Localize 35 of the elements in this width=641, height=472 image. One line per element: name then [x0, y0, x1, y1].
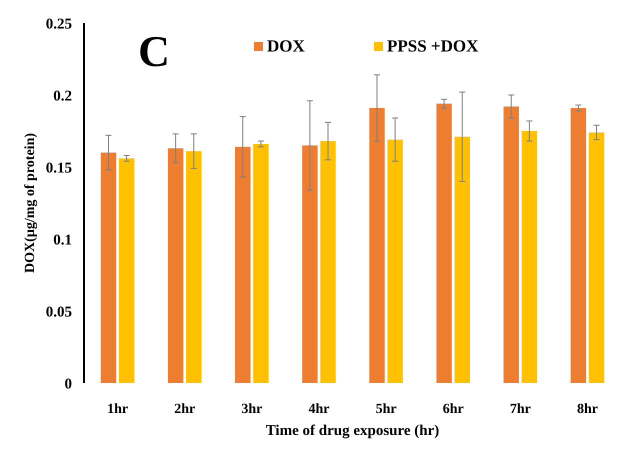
- bar: [118, 158, 134, 383]
- bar: [369, 108, 385, 383]
- legend-label: DOX: [267, 36, 306, 56]
- bar: [436, 104, 452, 383]
- bar: [302, 145, 318, 383]
- x-tick-label: 1hr: [107, 402, 128, 417]
- y-tick-label: 0.2: [53, 88, 72, 104]
- x-tick-label: 3hr: [241, 402, 262, 417]
- bar: [454, 136, 470, 383]
- bar: [320, 141, 336, 383]
- bar: [504, 106, 519, 383]
- bar: [235, 146, 250, 383]
- x-tick-label: 8hr: [576, 402, 598, 417]
- bar: [253, 144, 269, 383]
- bar: [168, 148, 184, 383]
- y-axis-title: DOX(µg/mg of protein): [23, 132, 38, 274]
- y-tick-label: 0.15: [46, 160, 72, 176]
- bar: [387, 140, 403, 383]
- bar: [186, 151, 202, 383]
- bar: [588, 132, 604, 383]
- y-tick-label: 0: [64, 376, 72, 392]
- chart-title: C: [138, 27, 170, 76]
- x-tick-label: 6hr: [442, 402, 464, 417]
- bar: [522, 131, 538, 383]
- legend-label: PPSS +DOX: [387, 36, 480, 56]
- bar: [100, 152, 116, 383]
- x-tick-label: 4hr: [308, 402, 330, 417]
- y-tick-label: 0.1: [53, 232, 72, 248]
- x-tick-label: 5hr: [376, 402, 397, 417]
- x-axis-title: Time of drug exposure (hr): [266, 423, 440, 439]
- bar: [570, 108, 586, 383]
- x-tick-label: 2hr: [174, 402, 196, 417]
- y-tick-label: 0.05: [46, 304, 72, 320]
- y-tick-label: 0.25: [46, 16, 72, 32]
- x-tick-label: 7hr: [510, 402, 531, 417]
